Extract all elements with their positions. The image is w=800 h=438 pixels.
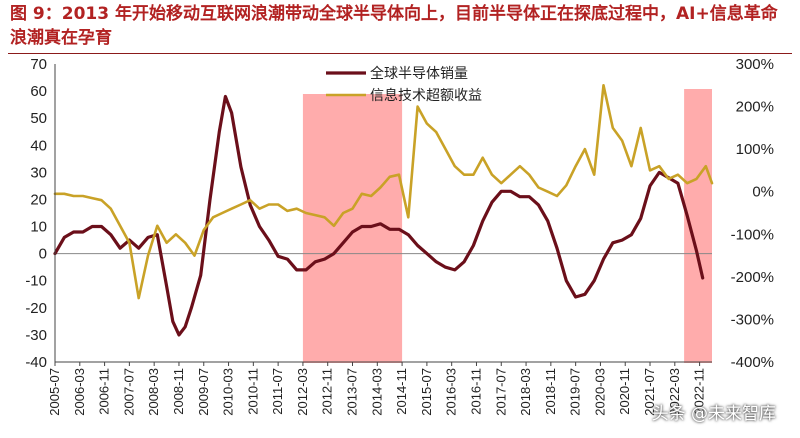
x-tick-label: 2006-03: [72, 368, 87, 416]
x-tick-label: 2008-03: [146, 368, 161, 416]
legend-label: 全球半导体销量: [370, 65, 468, 82]
title-underline: [8, 53, 792, 54]
y-left-tick-label: 60: [30, 83, 47, 100]
x-tick-label: 2014-03: [369, 368, 384, 416]
x-tick-label: 2006-11: [97, 368, 112, 415]
y-left-tick-label: -10: [25, 273, 47, 290]
y-left-tick-label: 10: [30, 219, 47, 236]
y-left-tick-label: 40: [30, 137, 47, 154]
watermark: 头条 @未来智库: [651, 404, 776, 424]
x-tick-label: 2020-03: [592, 368, 607, 416]
y-right-tick-label: 200%: [736, 99, 774, 116]
x-tick-label: 2018-03: [518, 368, 533, 416]
y-right-tick-label: -200%: [731, 269, 774, 286]
x-tick-label: 2012-03: [295, 368, 310, 416]
x-tick-label: 2022-03: [667, 368, 682, 416]
x-tick-label: 2014-11: [394, 368, 409, 415]
y-right-tick-label: -400%: [731, 354, 774, 371]
y-right-tick-label: -100%: [731, 226, 774, 243]
x-tick-label: 2010-03: [221, 368, 236, 416]
x-tick-label: 2015-07: [419, 368, 434, 416]
legend-label: 信息技术超额收益: [370, 87, 482, 104]
y-left-tick-label: 30: [30, 164, 47, 181]
y-left-tick-label: 0: [39, 246, 47, 263]
x-tick-label: 2019-07: [568, 368, 583, 416]
x-tick-label: 2022-11: [692, 368, 707, 415]
x-tick-label: 2010-11: [245, 368, 260, 415]
axes: -40 -30 -20 -10 0 10 20 30 40 50 60 70 -400% -300% -20…: [25, 56, 774, 416]
x-tick-label: 2018-11: [543, 368, 558, 415]
x-tick-label: 2013-07: [345, 368, 360, 416]
x-tick-label: 2011-07: [270, 368, 285, 415]
x-tick-label: 2016-03: [444, 368, 459, 416]
y-right-tick-label: 100%: [736, 141, 774, 158]
y-right-tick-label: -300%: [731, 311, 774, 328]
series-line-it-excess-return: [53, 84, 714, 300]
series-lines: [53, 84, 714, 337]
y-left-tick-label: 70: [30, 56, 47, 73]
series-line-semiconductor-sales: [53, 94, 705, 337]
y-left-tick-label: 50: [30, 110, 47, 127]
x-tick-label: 2020-11: [617, 368, 632, 415]
x-tick-label: 2008-11: [171, 368, 186, 415]
x-tick-label: 2016-11: [468, 368, 483, 415]
x-tick-label: 2005-07: [47, 368, 62, 416]
y-right-tick-label: 300%: [736, 56, 774, 73]
y-right-tick-label: 0%: [752, 184, 774, 201]
y-left-tick-label: -20: [25, 300, 47, 317]
x-tick-label: 2007-07: [121, 368, 136, 416]
x-tick-label: 2009-07: [196, 368, 211, 416]
x-tick-label: 2012-11: [320, 368, 335, 415]
x-tick-label: 2017-07: [493, 368, 508, 416]
figure-title: 图 9：2013 年开始移动互联网浪潮带动全球半导体向上，目前半导体正在探底过程…: [10, 4, 778, 48]
x-tick-label: 2021-07: [642, 368, 657, 416]
y-left-tick-label: 20: [30, 191, 47, 208]
y-left-tick-label: -30: [25, 327, 47, 344]
y-left-tick-label: -40: [25, 354, 47, 371]
